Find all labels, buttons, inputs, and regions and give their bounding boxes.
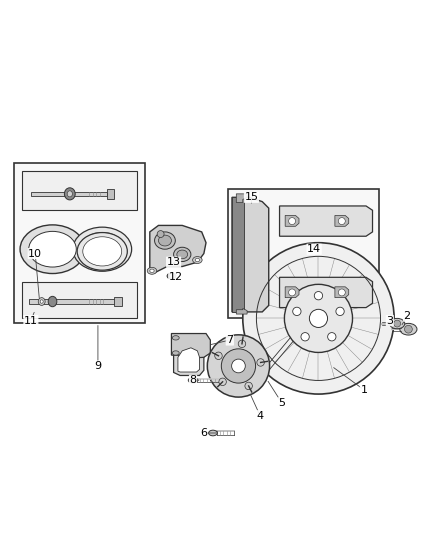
Text: 11: 11 (24, 316, 38, 326)
Ellipse shape (167, 273, 176, 279)
Text: 7: 7 (226, 335, 233, 345)
Polygon shape (279, 206, 372, 236)
Text: 15: 15 (244, 192, 258, 203)
Polygon shape (173, 342, 204, 375)
Circle shape (219, 378, 226, 385)
Circle shape (338, 217, 345, 224)
Circle shape (207, 335, 270, 397)
Ellipse shape (193, 256, 202, 263)
Circle shape (257, 359, 265, 366)
Ellipse shape (173, 247, 191, 262)
Ellipse shape (38, 297, 45, 305)
Polygon shape (236, 194, 247, 203)
Bar (29, 300, 115, 304)
Text: 13: 13 (166, 257, 180, 267)
Circle shape (289, 289, 296, 296)
Ellipse shape (77, 232, 127, 270)
Circle shape (284, 284, 353, 352)
Ellipse shape (208, 430, 217, 436)
Ellipse shape (195, 259, 200, 262)
Polygon shape (236, 309, 247, 314)
Circle shape (309, 309, 328, 327)
Circle shape (293, 307, 301, 316)
Ellipse shape (188, 377, 198, 383)
Ellipse shape (389, 318, 405, 329)
Ellipse shape (29, 231, 76, 267)
Text: 14: 14 (307, 244, 321, 254)
Circle shape (338, 289, 345, 296)
Polygon shape (228, 189, 379, 318)
Polygon shape (232, 197, 269, 312)
Ellipse shape (159, 235, 171, 246)
Text: 10: 10 (28, 248, 42, 259)
Polygon shape (335, 287, 349, 297)
Ellipse shape (83, 237, 122, 266)
Ellipse shape (147, 268, 157, 274)
Circle shape (157, 231, 164, 238)
Ellipse shape (67, 191, 72, 197)
Circle shape (314, 292, 323, 300)
Text: 6: 6 (200, 428, 207, 438)
Circle shape (301, 333, 309, 341)
Ellipse shape (48, 296, 57, 306)
Circle shape (405, 325, 412, 333)
Ellipse shape (155, 232, 175, 249)
Polygon shape (178, 348, 200, 372)
Ellipse shape (172, 336, 179, 340)
Ellipse shape (40, 300, 43, 303)
Text: 3: 3 (386, 316, 393, 326)
Text: 2: 2 (403, 311, 411, 321)
Circle shape (169, 274, 173, 278)
Polygon shape (171, 334, 210, 358)
Polygon shape (14, 163, 145, 322)
Polygon shape (279, 277, 372, 308)
Text: 4: 4 (257, 411, 264, 421)
Bar (106, 189, 114, 199)
Circle shape (328, 333, 336, 341)
Ellipse shape (172, 351, 179, 355)
Polygon shape (335, 215, 349, 227)
Ellipse shape (150, 269, 154, 272)
Bar (114, 297, 122, 306)
Ellipse shape (64, 188, 75, 200)
Circle shape (394, 320, 401, 327)
Circle shape (243, 243, 394, 394)
Circle shape (289, 217, 296, 224)
Circle shape (215, 352, 222, 360)
Circle shape (336, 307, 344, 316)
Ellipse shape (177, 250, 187, 259)
Ellipse shape (400, 324, 417, 335)
Polygon shape (22, 281, 137, 318)
Ellipse shape (73, 227, 132, 271)
Text: 8: 8 (190, 375, 197, 385)
Polygon shape (22, 172, 137, 211)
Circle shape (245, 382, 252, 390)
Text: 5: 5 (278, 398, 285, 408)
Polygon shape (150, 225, 206, 273)
Text: 9: 9 (94, 361, 102, 371)
Polygon shape (285, 215, 299, 227)
Circle shape (232, 359, 245, 373)
Polygon shape (285, 287, 299, 297)
Ellipse shape (80, 232, 125, 266)
Ellipse shape (20, 225, 85, 273)
Circle shape (221, 349, 256, 383)
Bar (31, 192, 106, 196)
Text: 1: 1 (360, 385, 367, 395)
Polygon shape (232, 197, 244, 312)
Text: 12: 12 (169, 272, 183, 282)
Circle shape (238, 340, 246, 348)
